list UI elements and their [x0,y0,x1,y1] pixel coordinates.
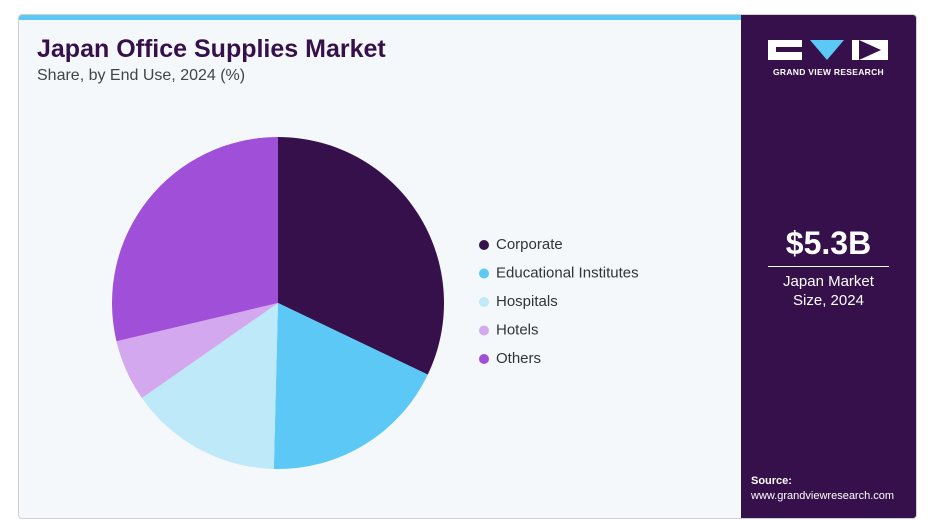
chart-title: Japan Office Supplies Market [37,35,386,63]
chart-subtitle: Share, by End Use, 2024 (%) [37,67,246,84]
chart: Corporate Educational Institutes Hospitals… [112,137,639,469]
logo [768,40,888,60]
legend-label: Hotels [496,321,539,338]
source-url: www.grandviewresearch.com [751,490,895,502]
sidebar: GRAND VIEW RESEARCH $5.3B Japan Market S… [741,15,916,518]
card: Japan Office Supplies Market Share, by E… [18,14,917,519]
legend-marker [479,268,489,279]
divider [768,266,889,267]
pie-slice [116,303,279,399]
legend-marker [479,325,489,336]
accent-bar [19,15,741,20]
legend-marker [479,354,489,364]
legend-label: Educational Institutes [496,264,639,281]
legend-marker [479,240,489,250]
source-label: Source: [751,475,792,487]
pie-slice [112,137,278,342]
pie-slice [141,303,278,469]
legend-marker [479,297,489,307]
pie-slice [278,137,445,375]
brand: GRAND VIEW RESEARCH [772,67,884,77]
legend-label: Hospitals [496,293,558,310]
legend-label: Others [496,350,541,367]
legend-label: Corporate [496,236,563,253]
market-label: Japan Market Size, 2024 [783,273,874,309]
market-size: $5.3B [785,225,872,261]
pie-slice [273,303,428,469]
